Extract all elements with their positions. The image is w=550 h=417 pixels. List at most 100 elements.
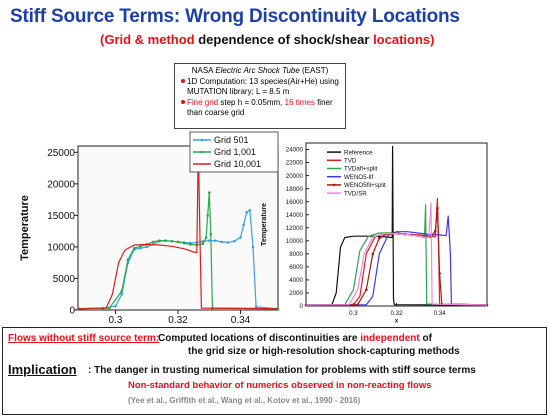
data-point xyxy=(214,239,217,242)
data-point xyxy=(248,209,252,212)
legend-label: TVD/SR xyxy=(344,190,367,197)
y-tick-label: 20000 xyxy=(286,173,304,180)
slide-title: Stiff Source Terms: Wrong Discontinuity … xyxy=(10,6,460,27)
bullet-icon xyxy=(181,79,185,84)
series-line xyxy=(305,215,488,306)
references: (Yee et al., Griffith et al., Wang et al… xyxy=(128,396,361,405)
data-point xyxy=(226,241,230,244)
series-line xyxy=(77,192,279,310)
implication-text: : The danger in trusting numerical simul… xyxy=(88,365,476,376)
data-point xyxy=(204,236,208,239)
y-tick-label: 5000 xyxy=(53,274,76,285)
grid-refinement-chart: 0 5000 10000 15000 20000 25000 0.3 0.32 0.34 Temp… xyxy=(19,131,280,337)
legend-label: TVDafl+split xyxy=(344,166,378,173)
bullet-icon xyxy=(181,100,185,105)
data-point xyxy=(206,214,209,217)
data-point xyxy=(371,252,375,256)
data-point xyxy=(377,236,381,240)
y-tick-label: 8000 xyxy=(289,251,303,258)
y-tick-label: 15000 xyxy=(47,211,75,222)
info-box-line-2: Fine grid step h = 0.05mm, 16 times fine… xyxy=(179,98,341,119)
x-tick-label: 0.34 xyxy=(231,315,251,326)
computation-info-box: NASA Electric Arc Shock Tube (EAST) 1D C… xyxy=(174,63,346,129)
slide-subtitle: (Grid & method dependence of shock/shear… xyxy=(100,32,434,47)
data-point xyxy=(126,258,130,261)
data-point xyxy=(438,272,441,275)
data-point xyxy=(209,233,213,236)
y-tick-label: 14000 xyxy=(286,212,304,219)
legend-label: Grid 501 xyxy=(214,135,249,145)
x-axis-label: x xyxy=(395,317,399,324)
data-point xyxy=(433,229,437,233)
legend-label: Reference xyxy=(344,149,373,156)
flows-text-line-2: the grid size or high-resolution shock-c… xyxy=(188,346,460,357)
data-point xyxy=(151,240,155,244)
subtitle-part-3: locations) xyxy=(373,32,435,47)
data-point xyxy=(242,223,245,227)
data-point xyxy=(189,243,192,246)
legend-label: WENO5-llf xyxy=(344,174,373,181)
legend-marker xyxy=(200,138,204,142)
data-point xyxy=(120,292,124,296)
data-point xyxy=(239,236,242,239)
data-point xyxy=(176,240,180,244)
data-point xyxy=(120,289,124,293)
legend-marker xyxy=(332,183,336,187)
info-box-heading: NASA Electric Arc Shock Tube (EAST) xyxy=(191,66,329,75)
legend-label: Grid 10,001 xyxy=(214,159,261,169)
info-box-line-1: 1D Computation: 13 species(Air+He) using… xyxy=(179,77,341,98)
data-point xyxy=(245,210,249,214)
subtitle-part-1: (Grid & method xyxy=(100,32,199,47)
data-point xyxy=(356,303,360,306)
data-point xyxy=(254,305,258,309)
x-tick-label: 0.34 xyxy=(434,310,447,317)
series-line xyxy=(77,145,279,310)
data-point xyxy=(139,246,142,250)
x-tick-label: 0.32 xyxy=(390,310,403,317)
data-point xyxy=(107,306,111,310)
y-axis-label: Temperature xyxy=(19,195,31,261)
data-point xyxy=(114,304,117,308)
subtitle-part-2: dependence of shock/shear xyxy=(198,32,374,47)
legend-label: WENO5fil+split xyxy=(344,182,386,189)
data-point xyxy=(164,239,167,242)
data-point xyxy=(207,191,211,194)
data-point xyxy=(276,307,280,311)
conclusions-box xyxy=(2,327,547,415)
y-tick-label: 12000 xyxy=(286,225,304,232)
data-point xyxy=(182,241,186,245)
y-tick-label: 24000 xyxy=(286,147,304,154)
x-tick-label: 0.32 xyxy=(168,315,188,326)
data-point xyxy=(145,245,149,249)
y-tick-label: 25000 xyxy=(47,148,75,159)
y-tick-label: 0 xyxy=(300,303,304,310)
data-point xyxy=(304,303,308,307)
data-point xyxy=(436,206,439,210)
data-point xyxy=(170,239,174,243)
y-tick-label: 6000 xyxy=(289,264,303,271)
flows-label: Flows without stiff source term: xyxy=(8,333,160,344)
x-tick-label: 0.3 xyxy=(109,315,123,326)
y-tick-label: 20000 xyxy=(47,179,75,190)
y-tick-label: 22000 xyxy=(286,160,304,167)
data-point xyxy=(485,303,489,307)
data-point xyxy=(201,242,205,246)
data-point xyxy=(132,246,136,250)
non-standard-note: Non-standard behavior of numerics observ… xyxy=(128,380,432,391)
y-tick-label: 0 xyxy=(69,306,75,317)
y-axis-label: Temperature xyxy=(259,203,268,246)
data-point xyxy=(220,240,224,244)
legend-label: Grid 1,001 xyxy=(214,147,256,157)
y-tick-label: 18000 xyxy=(286,186,304,193)
data-point xyxy=(139,244,142,248)
x-tick-label: 0.3 xyxy=(349,310,358,317)
series-line xyxy=(305,202,488,306)
data-point xyxy=(207,239,211,242)
y-tick-label: 10000 xyxy=(286,238,304,245)
data-point xyxy=(251,245,255,249)
legend-marker xyxy=(200,150,204,154)
y-tick-label: 10000 xyxy=(47,242,75,253)
y-tick-label: 16000 xyxy=(286,199,304,206)
data-point xyxy=(232,239,236,243)
